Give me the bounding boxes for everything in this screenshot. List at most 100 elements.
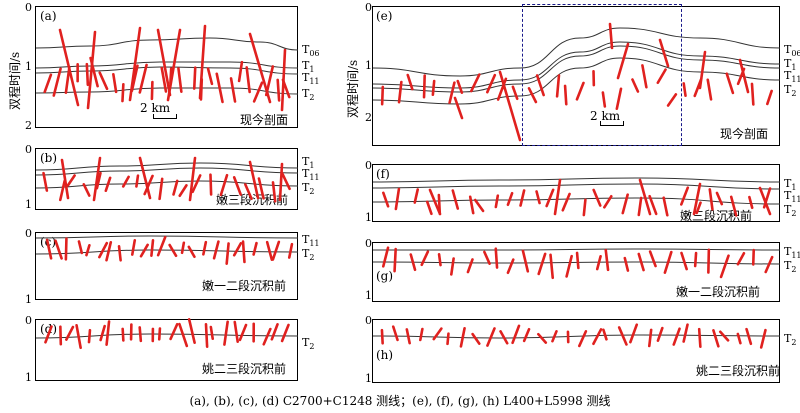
fault-stick (99, 324, 106, 342)
fault-stick (521, 249, 530, 273)
panel-tag: (b) (40, 151, 58, 165)
fault-stick (121, 327, 125, 342)
tick-label: 1 (365, 289, 372, 302)
horizon-label: T11 (784, 189, 800, 205)
tick-label: 0 (365, 314, 372, 327)
horizon-t2 (372, 57, 781, 105)
fault-stick (232, 242, 243, 257)
fault-stick (178, 184, 188, 198)
horizon-t11 (372, 248, 781, 251)
fault-stick (672, 327, 681, 346)
fault-stick (104, 176, 112, 193)
horizon-label: T06 (302, 43, 320, 59)
stage-label: 嫩一二段沉积前 (202, 279, 287, 293)
fault-stick (425, 200, 433, 216)
fault-stick (276, 78, 281, 102)
fault-stick (391, 325, 399, 342)
fault-stick (219, 173, 229, 197)
fault-stick (139, 243, 149, 258)
scale-bar (153, 114, 177, 119)
fault-stick (237, 60, 244, 83)
fault-stick (89, 56, 99, 88)
fault-stick (409, 253, 417, 272)
fault-stick (496, 77, 508, 101)
fault-stick (177, 67, 183, 93)
horizon-label: T2 (302, 336, 315, 352)
fault-stick (663, 250, 673, 274)
fault-stick (577, 330, 588, 348)
fault-stick (42, 171, 49, 192)
horizon-t11 (372, 183, 781, 190)
fault-stick (121, 175, 130, 188)
fault-stick (121, 82, 125, 103)
fault-stick (138, 326, 143, 343)
fault-stick (138, 156, 152, 200)
fault-stick (498, 70, 522, 142)
fault-stick (64, 66, 71, 94)
fault-stick (637, 196, 643, 217)
section-frame (372, 242, 780, 302)
fault-stick (380, 328, 384, 345)
fault-stick (648, 194, 658, 216)
fault-stick (244, 183, 253, 201)
fault-stick (265, 240, 274, 262)
fault-stick (519, 189, 526, 207)
fault-stick (662, 196, 669, 217)
panel-tag: (f) (376, 167, 390, 181)
horizon-label: T2 (784, 259, 797, 275)
fault-stick (281, 78, 291, 99)
horizon-label: T2 (302, 87, 315, 103)
fault-stick (473, 198, 485, 213)
fault-stick (117, 244, 122, 262)
fault-stick (204, 323, 209, 348)
fault-stick (238, 323, 248, 342)
fault-stick (615, 87, 623, 111)
fault-stick (257, 177, 265, 200)
horizon-t1 (35, 61, 299, 69)
fault-stick (762, 187, 772, 209)
fault-stick (729, 195, 738, 217)
fault-stick (413, 188, 420, 204)
fault-stick (287, 242, 294, 259)
fault-stick (437, 193, 442, 216)
fault-stick (456, 79, 464, 95)
fault-stick (45, 238, 53, 260)
fault-stick (486, 327, 496, 347)
fault-stick (432, 327, 443, 341)
tick-label: 1 (365, 372, 372, 385)
fault-stick (511, 85, 519, 101)
stage-label: 现今剖面 (240, 113, 289, 127)
fault-stick (553, 178, 562, 216)
fault-stick (178, 322, 189, 348)
fault-stick (105, 241, 113, 262)
fault-stick (648, 250, 657, 268)
scale-label: 2 km (140, 101, 171, 115)
fault-stick (764, 255, 774, 274)
fault-stick (271, 240, 281, 261)
fault-stick (431, 79, 436, 97)
tick-label: 1 (365, 211, 372, 224)
fault-stick (766, 89, 773, 106)
fault-stick (85, 62, 90, 87)
tick-label: 1 (25, 293, 32, 306)
fault-stick (169, 322, 179, 341)
fault-stick (575, 251, 580, 270)
fault-stick (680, 251, 688, 271)
fault-stick (551, 330, 558, 343)
horizon-label: T11 (302, 167, 320, 183)
horizon-label: T1 (302, 59, 315, 75)
horizon-label: T2 (302, 181, 315, 197)
fault-stick (135, 174, 140, 188)
tick-label: 2 (25, 119, 32, 132)
fault-stick (706, 78, 713, 101)
fault-stick (549, 253, 555, 280)
fault-stick (206, 67, 214, 86)
fault-stick (656, 326, 664, 342)
fault-stick (264, 65, 275, 97)
fault-stick (209, 173, 213, 196)
panel-e: 双程时间/s 0 1 2 (e) 2 km 现今剖面 T06 T1 T11 T2 (346, 0, 800, 152)
horizon-t2 (35, 333, 299, 339)
fault-stick (270, 323, 279, 341)
panel-tag: (h) (376, 348, 394, 362)
tick-label: 1 (365, 59, 372, 72)
